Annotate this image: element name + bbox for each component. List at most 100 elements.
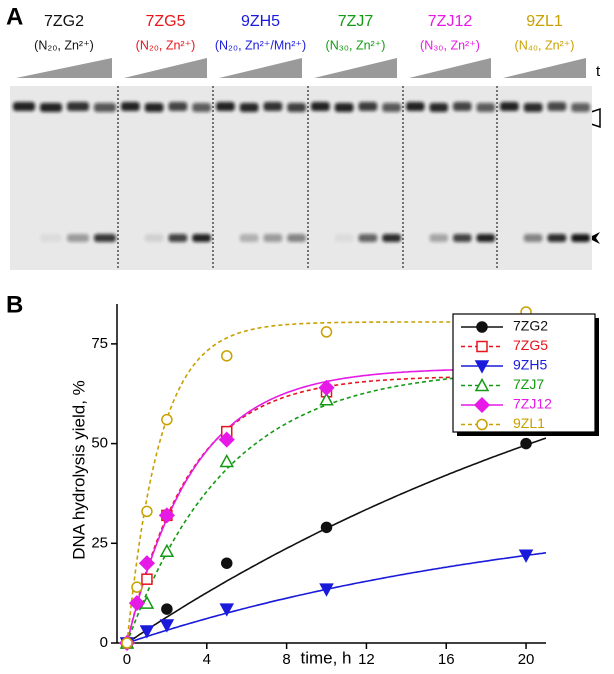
data-point bbox=[220, 557, 233, 569]
x-tick-label: 20 bbox=[518, 651, 535, 668]
sample-name: 7ZJ12 bbox=[428, 13, 473, 30]
x-tick-label: 12 bbox=[358, 651, 375, 668]
data-point bbox=[476, 340, 488, 353]
gel-band bbox=[263, 102, 283, 111]
data-point bbox=[138, 555, 155, 572]
legend-label: 7ZJ7 bbox=[513, 376, 544, 392]
gel-band bbox=[192, 234, 211, 242]
gel-band bbox=[382, 103, 401, 112]
legend bbox=[452, 313, 596, 433]
data-point bbox=[159, 543, 175, 558]
data-point bbox=[158, 507, 175, 524]
arrowhead-filled bbox=[588, 232, 600, 244]
gel-band bbox=[571, 234, 590, 242]
gel-band bbox=[13, 102, 35, 111]
data-point bbox=[474, 377, 490, 392]
legend-label: 9ZH5 bbox=[513, 357, 547, 373]
y-tick-label: 25 bbox=[91, 534, 108, 551]
y-tick-label: 75 bbox=[91, 335, 108, 352]
legend-label: 9ZL1 bbox=[513, 415, 545, 431]
gel-band bbox=[571, 103, 590, 112]
x-tick-label: 16 bbox=[438, 651, 455, 668]
gel-band bbox=[263, 234, 283, 242]
data-point bbox=[319, 392, 334, 406]
data-point bbox=[128, 595, 146, 612]
gel-band bbox=[287, 234, 306, 242]
fit-curve bbox=[126, 371, 546, 643]
data-point bbox=[319, 583, 334, 597]
data-point bbox=[220, 350, 233, 362]
gel-band bbox=[500, 102, 519, 111]
data-point bbox=[139, 625, 155, 639]
gel-band bbox=[311, 102, 330, 111]
sample-condition: (N₂₀, Zn²⁺/Mn²⁺) bbox=[215, 38, 306, 52]
gel-band bbox=[67, 102, 89, 111]
gel-band bbox=[476, 234, 495, 242]
sample-name: 7ZG5 bbox=[145, 13, 185, 30]
gel-band bbox=[523, 234, 543, 242]
fit-curve bbox=[126, 437, 546, 643]
sample-condition: (N₄₀, Zn²⁺) bbox=[515, 38, 575, 52]
gel-band bbox=[406, 102, 425, 111]
x-tick-label: 4 bbox=[203, 651, 211, 668]
gel-band bbox=[40, 234, 62, 242]
gel-band bbox=[168, 234, 188, 242]
time-wedge bbox=[16, 58, 112, 78]
data-point bbox=[121, 637, 133, 649]
gel-band bbox=[429, 234, 448, 242]
gel-band bbox=[144, 103, 164, 112]
gel-band bbox=[94, 103, 116, 112]
legend-label: 7ZG2 bbox=[513, 318, 548, 334]
gel-band bbox=[429, 103, 448, 112]
panel-label: B bbox=[6, 291, 23, 318]
data-point bbox=[476, 418, 488, 431]
sample-name: 7ZG2 bbox=[44, 13, 84, 30]
data-point bbox=[320, 521, 333, 534]
gel-band bbox=[239, 103, 259, 112]
gel-band bbox=[287, 103, 306, 112]
gel-band bbox=[192, 103, 211, 112]
gel bbox=[10, 86, 592, 270]
data-point bbox=[161, 603, 173, 615]
data-point bbox=[520, 437, 532, 450]
gel-band bbox=[168, 102, 188, 111]
sample-name: 9ZL1 bbox=[526, 13, 563, 30]
gel-band bbox=[144, 234, 164, 242]
data-point bbox=[476, 321, 488, 333]
data-point bbox=[474, 360, 490, 374]
fit-curve bbox=[126, 552, 546, 643]
data-point bbox=[473, 396, 491, 414]
gel-band bbox=[40, 103, 62, 112]
data-point bbox=[219, 603, 235, 617]
time-wedge bbox=[219, 58, 302, 78]
sample-name: 7ZJ7 bbox=[338, 13, 374, 30]
y-tick-label: 0 bbox=[100, 634, 108, 651]
gel-band bbox=[547, 234, 567, 242]
data-point bbox=[320, 326, 333, 338]
data-point bbox=[218, 431, 235, 448]
gel-band bbox=[382, 234, 401, 242]
y-tick-label: 50 bbox=[91, 435, 108, 452]
gel-band bbox=[453, 234, 472, 242]
gel-band bbox=[453, 102, 472, 111]
gel-band bbox=[216, 102, 235, 111]
data-point bbox=[131, 581, 143, 593]
panel-label: A bbox=[6, 3, 23, 30]
time-wedge bbox=[409, 58, 491, 78]
gel-band bbox=[334, 103, 354, 112]
gel-band bbox=[121, 102, 140, 111]
data-point bbox=[518, 549, 534, 563]
gel-band bbox=[67, 234, 89, 242]
data-point bbox=[159, 619, 175, 633]
x-tick-label: 0 bbox=[123, 651, 131, 668]
gel-band bbox=[358, 102, 378, 111]
x-axis-label: time, h bbox=[300, 648, 351, 667]
sample-condition: (N₂₀, Zn²⁺) bbox=[136, 38, 196, 52]
gel-band bbox=[547, 102, 567, 111]
sample-condition: (N₂₀, Zn²⁺) bbox=[34, 38, 94, 52]
y-axis-label: DNA hydrolysis yield, % bbox=[69, 380, 88, 560]
gel-band bbox=[523, 103, 543, 112]
data-point bbox=[141, 505, 153, 518]
gel-band bbox=[94, 234, 116, 242]
